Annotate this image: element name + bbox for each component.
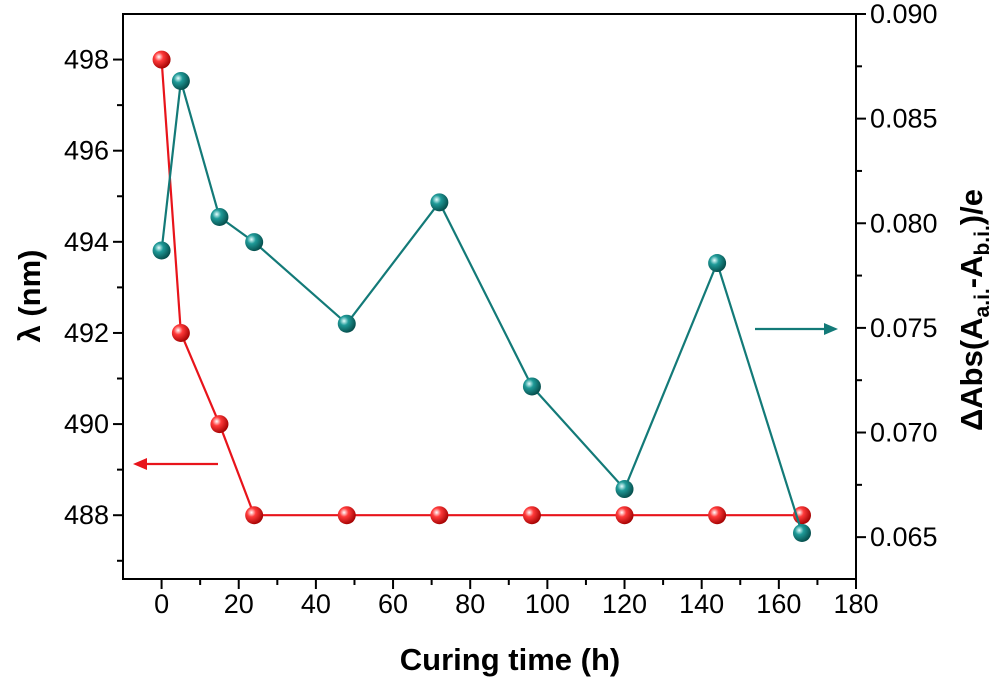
absorbance-data-point (337, 314, 356, 333)
arrow-to-left-axis-head (133, 458, 147, 470)
right-y-title-suffix: )/e (954, 189, 989, 225)
annotation-arrows (133, 323, 838, 470)
absorbance-data-point (522, 377, 541, 396)
left-y-axis-ticks: 488 490 492 494 496 498 (64, 45, 123, 562)
left-y-tick-label: 494 (64, 227, 109, 257)
right-y-tick-label: 0.075 (870, 313, 938, 343)
absorbance-data-point (210, 207, 229, 226)
wavelength-data-point (615, 506, 634, 525)
absorbance-series-line (160, 80, 804, 534)
x-tick-label: 60 (378, 589, 408, 619)
left-y-tick-label: 488 (64, 500, 109, 530)
x-tick-label: 40 (301, 589, 331, 619)
right-y-tick-label: 0.070 (870, 418, 938, 448)
x-tick-label: 120 (602, 589, 647, 619)
x-tick-label: 100 (525, 589, 570, 619)
x-tick-label: 80 (455, 589, 485, 619)
right-y-title-prefix: ΔAbs(A (954, 317, 989, 431)
wavelength-data-point (152, 50, 171, 69)
wavelength-data-point (171, 323, 190, 342)
wavelength-data-point (337, 506, 356, 525)
x-tick-label: 20 (224, 589, 254, 619)
left-y-tick-label: 490 (64, 409, 109, 439)
wavelength-data-point (522, 506, 541, 525)
right-y-tick-label: 0.065 (870, 522, 938, 552)
wavelength-data-point (210, 415, 229, 434)
wavelength-data-point (708, 506, 727, 525)
right-y-tick-label: 0.090 (870, 0, 938, 29)
wavelength-series-line (160, 59, 802, 517)
absorbance-data-point (615, 480, 634, 499)
x-axis-title: Curing time (h) (400, 642, 620, 677)
absorbance-data-point (152, 241, 171, 260)
arrow-to-right-axis-head (824, 323, 838, 335)
right-y-title-sub2: b.i. (971, 225, 994, 255)
right-y-title-sub1: a.i. (971, 288, 994, 317)
right-y-tick-label: 0.085 (870, 104, 938, 134)
absorbance-data-point (792, 523, 811, 542)
x-tick-label: 180 (833, 589, 878, 619)
series-layer (152, 50, 811, 542)
left-y-tick-label: 496 (64, 136, 109, 166)
plot-frame (122, 13, 857, 580)
left-y-axis-title: λ (nm) (12, 250, 47, 343)
wavelength-data-point (430, 506, 449, 525)
x-tick-label: 140 (679, 589, 724, 619)
absorbance-data-point (171, 71, 190, 90)
x-tick-label: 160 (756, 589, 801, 619)
right-y-tick-label: 0.080 (870, 208, 938, 238)
right-y-title-mid: -A (954, 256, 989, 289)
x-axis-ticks: 0 20 40 60 80 100 120 140 160 180 (154, 579, 879, 619)
absorbance-data-point (430, 193, 449, 212)
wavelength-data-point (245, 506, 264, 525)
right-y-axis-ticks: 0.065 0.070 0.075 0.080 0.085 0.090 (856, 0, 938, 552)
right-y-axis-title: ΔAbs(Aa.i.-Ab.i.)/e (954, 189, 994, 431)
left-y-tick-label: 498 (64, 45, 109, 75)
absorbance-data-point (245, 233, 264, 252)
left-y-tick-label: 492 (64, 318, 109, 348)
absorbance-data-point (708, 254, 727, 273)
x-tick-label: 0 (154, 589, 169, 619)
